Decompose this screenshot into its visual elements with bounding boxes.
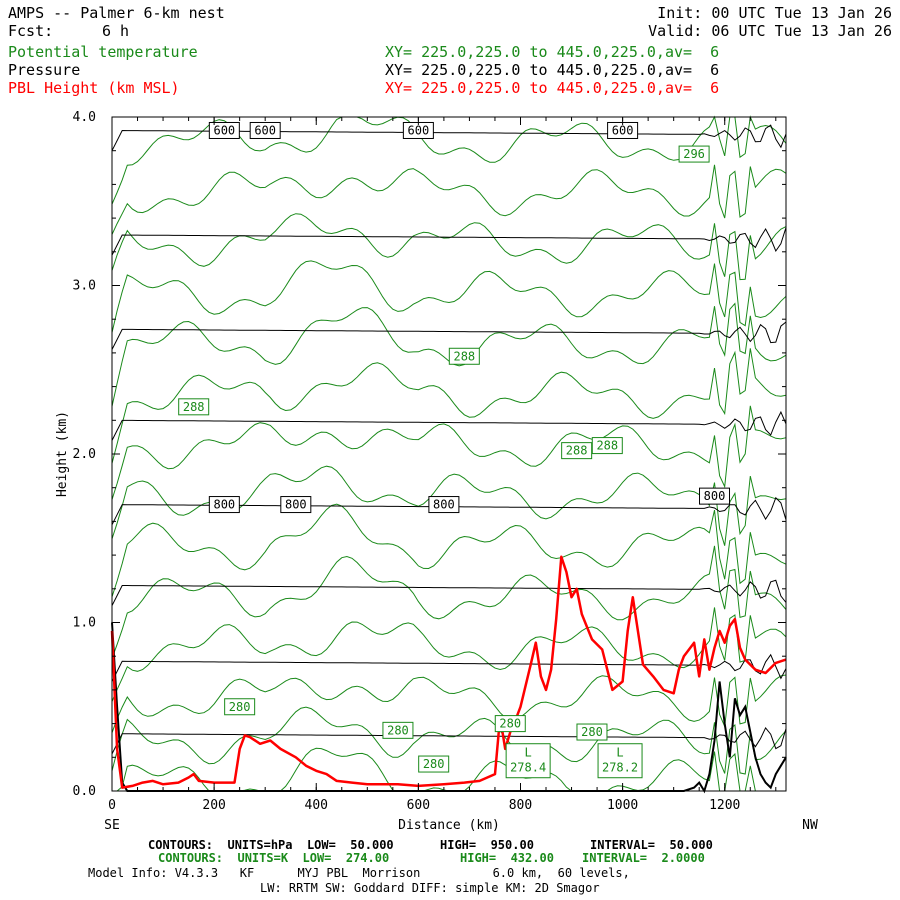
theta-label-box: [591, 437, 623, 455]
pressure-label-box: [280, 496, 312, 514]
low-mark: L: [525, 746, 532, 760]
x-tick-label: 1200: [709, 798, 740, 813]
footer-pressure-interval: INTERVAL= 50.000: [590, 838, 713, 852]
x-tick-label: 0: [108, 798, 116, 813]
theta-contour-line: [111, 503, 787, 598]
footer-theta-contours: CONTOURS: UNITS=K LOW= 274.00: [158, 851, 390, 865]
pbl-series-line: [110, 555, 787, 789]
pbl-line: [110, 555, 787, 789]
theta-label-box: [494, 715, 526, 733]
x-tick-label: 200: [202, 798, 225, 813]
low-value: 278.2: [602, 761, 638, 775]
pressure-label-box: [699, 487, 731, 505]
theta-contour-line: [111, 706, 787, 775]
x-tick-label: 400: [305, 798, 328, 813]
theta-label: 288: [453, 349, 475, 363]
theta-label: 280: [581, 725, 603, 739]
low-box: [505, 743, 551, 779]
theta-label: 280: [423, 757, 445, 771]
forecast-label: Fcst:: [8, 22, 54, 40]
footer-model-info: Model Info: V4.3.3 KF MYJ PBL Morrison 6…: [88, 866, 630, 880]
theta-label-box: [224, 698, 256, 716]
x-tick-label: 600: [407, 798, 430, 813]
contour-labels: 600 600 600 600 800 800 800 800 296 288 288 288 288 2…: [178, 121, 731, 779]
pressure-label: 600: [213, 123, 235, 137]
footer-pressure-contours: CONTOURS: UNITS=hPa LOW= 50.000: [148, 838, 394, 852]
pressure-label-box: [428, 496, 460, 514]
field-theta-xy: XY= 225.0,225.0 to 445.0,225.0,av= 6: [385, 43, 720, 61]
chart-title: AMPS -- Palmer 6-km nest: [8, 4, 225, 22]
pressure-label: 800: [213, 498, 235, 512]
theta-label: 280: [387, 723, 409, 737]
pressure-contour-line: [111, 410, 787, 441]
field-pressure-name: Pressure: [8, 61, 81, 79]
theta-contour-line: [111, 348, 787, 464]
x-axis-title: Distance (km): [398, 818, 500, 833]
theta-label-box: [561, 442, 593, 460]
field-pbl-xy: XY= 225.0,225.0 to 445.0,225.0,av= 6: [385, 79, 720, 97]
theta-contour-line: [111, 545, 787, 659]
nw-end-label: NW: [802, 818, 818, 833]
theta-label: 288: [183, 400, 205, 414]
pressure-label: 600: [408, 123, 430, 137]
forecast-hours: 6 h: [102, 22, 130, 40]
theta-contour-line: [111, 260, 787, 333]
theta-contour-line: [111, 213, 787, 281]
y-tick-label: 2.0: [73, 447, 96, 462]
footer-physics: LW: RRTM SW: Goddard DIFF: simple KM: 2D…: [260, 881, 600, 895]
field-pbl-name: PBL Height (km MSL): [8, 79, 180, 97]
pressure-contour-line: [111, 653, 787, 682]
low-mark: L: [616, 746, 623, 760]
theta-contour-line: [111, 115, 787, 205]
theta-label-box: [418, 755, 450, 773]
se-end-label: SE: [104, 818, 120, 833]
theta-label-box: [382, 721, 414, 739]
low-box: [597, 743, 643, 779]
pressure-label-box: [208, 121, 240, 139]
x-tick-label: 800: [509, 798, 532, 813]
pressure-contour-line: [111, 321, 787, 350]
theta-contour-line: [111, 674, 787, 733]
plot-frame: [111, 116, 787, 792]
theta-label-box: [678, 145, 710, 163]
theta-label-box: [448, 347, 480, 365]
pressure-contours: [111, 124, 787, 755]
field-pressure-xy: XY= 225.0,225.0 to 445.0,225.0,av= 6: [385, 61, 720, 79]
pressure-contour-line: [111, 579, 787, 606]
theta-label-box: [178, 398, 210, 416]
y-tick-label: 0.0: [73, 784, 96, 799]
theta-label-box: [576, 723, 608, 741]
theta-label: 288: [596, 439, 618, 453]
field-theta-name: Potential temperature: [8, 43, 198, 61]
pressure-label: 600: [254, 123, 276, 137]
theta-label: 288: [566, 444, 588, 458]
pressure-contour-line: [111, 227, 787, 256]
theta-contour-line: [111, 164, 787, 235]
y-tick-label: 1.0: [73, 616, 96, 631]
theta-contour-line: [111, 405, 787, 500]
pressure-label-box: [208, 496, 240, 514]
theta-label: 296: [683, 147, 705, 161]
theta-contours: [111, 115, 787, 792]
pressure-label: 800: [704, 489, 726, 503]
init-time: Init: 00 UTC Tue 13 Jan 26: [657, 4, 892, 22]
valid-time: Valid: 06 UTC Tue 13 Jan 26: [648, 22, 892, 40]
x-tick-label: 1000: [607, 798, 638, 813]
pressure-label: 600: [612, 123, 634, 137]
low-value: 278.4: [510, 761, 546, 775]
pressure-label: 800: [285, 498, 307, 512]
footer-theta-interval: INTERVAL= 2.0000: [582, 851, 705, 865]
axes: 0 200 400 600 800 1000 1200 0.0 1.0 2.0 3.0 4.0 Dist…: [55, 110, 818, 833]
theta-label: 280: [499, 717, 521, 731]
pressure-label-box: [249, 121, 281, 139]
pressure-contour-line: [111, 726, 787, 755]
footer-pressure-high: HIGH= 950.00: [440, 838, 534, 852]
y-axis-title: Height (km): [55, 411, 70, 497]
pressure-label: 800: [433, 498, 455, 512]
y-tick-label: 4.0: [73, 110, 96, 125]
theta-label: 280: [229, 700, 251, 714]
footer-theta-high: HIGH= 432.00: [460, 851, 554, 865]
y-tick-label: 3.0: [73, 279, 96, 294]
